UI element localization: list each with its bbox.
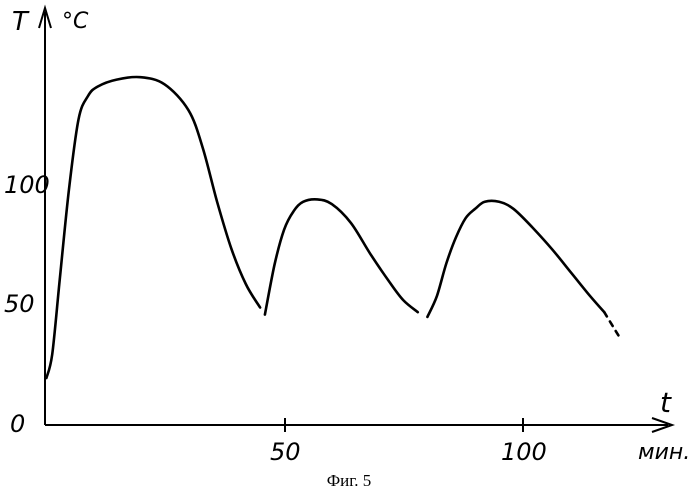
series-line-2	[265, 199, 418, 314]
axes	[39, 8, 672, 432]
y-tick-label-50: 50	[4, 290, 35, 318]
y-axis-label: T	[12, 7, 30, 37]
y-tick-label-100: 100	[4, 171, 50, 199]
series-line-1	[46, 77, 260, 378]
series-line-3	[427, 201, 604, 317]
x-axis-unit: мин.	[638, 440, 690, 465]
x-tick-label-50: 50	[270, 438, 301, 466]
figure-caption: Фиг. 5	[327, 471, 372, 490]
series-extrapolation-line	[604, 312, 618, 336]
y-axis-unit: °C	[62, 9, 89, 34]
y-tick-label-0: 0	[10, 410, 25, 438]
series-layer	[46, 77, 618, 378]
x-axis-label: t	[660, 386, 672, 419]
x-tick-label-100: 100	[501, 438, 547, 466]
